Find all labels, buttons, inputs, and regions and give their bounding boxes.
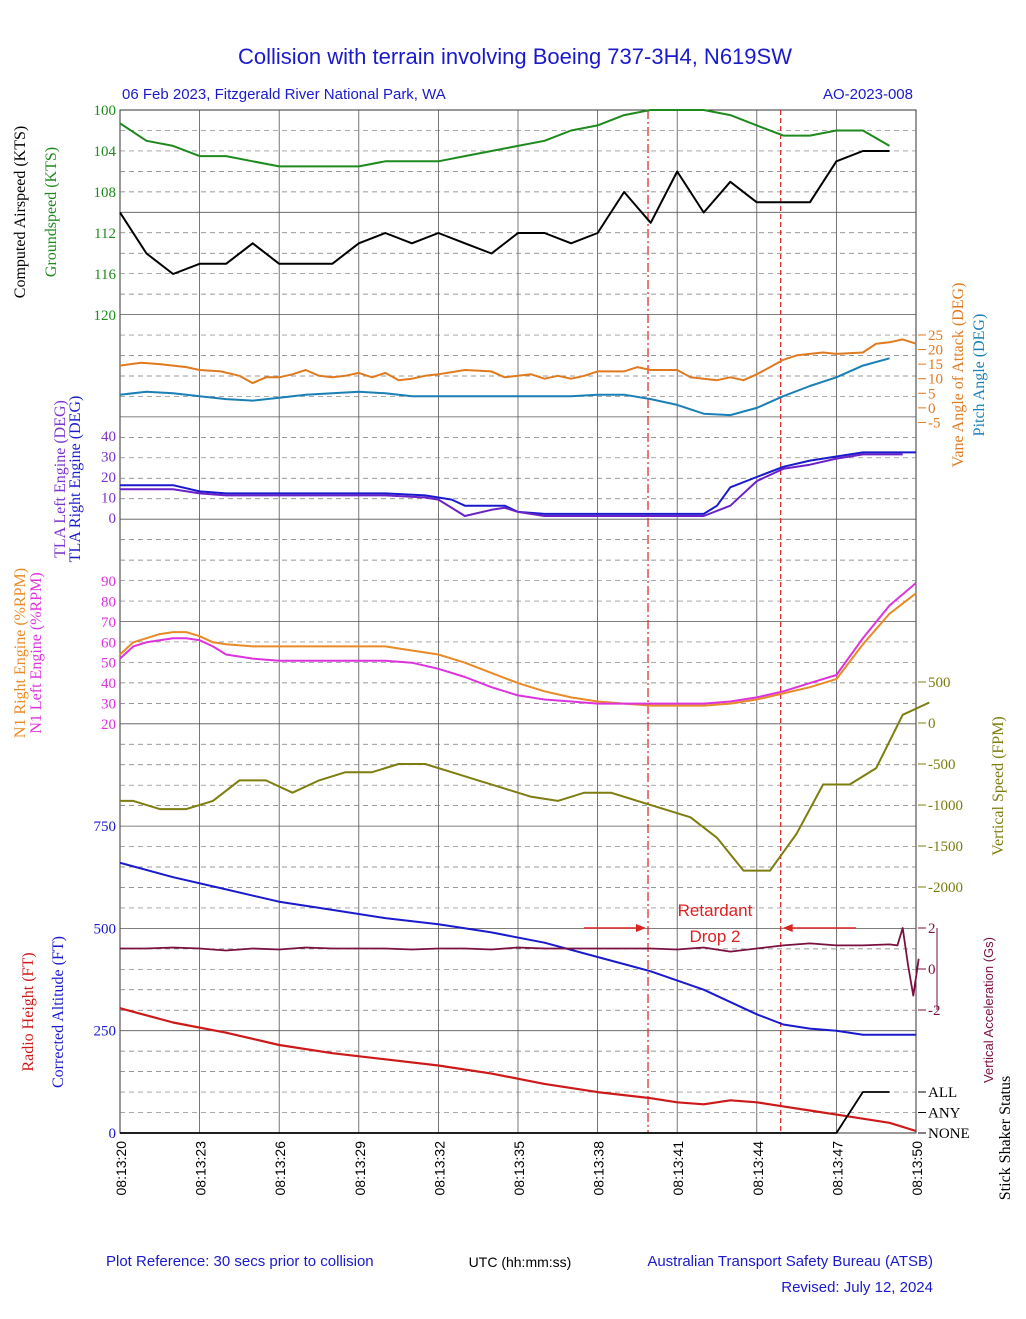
y-tick-label: ALL [928, 1085, 957, 1101]
y-tick-label: 80 [101, 594, 116, 610]
x-tick-label: 08:13:47 [829, 1141, 845, 1196]
axis-label-pitch-angle-deg: Pitch Angle (DEG) [971, 314, 988, 437]
report-id: AO-2023-008 [823, 86, 913, 103]
y-tick-label: 0 [109, 1126, 117, 1142]
y-tick-label: 750 [94, 819, 117, 835]
y-tick-label: 10 [101, 491, 116, 507]
y-tick-label: -500 [928, 757, 956, 773]
x-tick-label: 08:13:23 [193, 1141, 209, 1196]
series-tla-right-engine-deg [120, 451, 916, 515]
y-tick-label: 30 [101, 450, 116, 466]
axis-label-vertical-acceleration-gs: Vertical Acceleration (Gs) [981, 937, 996, 1083]
series-pitch-angle-deg [119, 357, 890, 417]
series-n1-right-engine-rpm [119, 592, 917, 707]
axis-label-n1-right-engine-rpm: N1 Right Engine (%RPM) [12, 568, 29, 738]
date-location: 06 Feb 2023, Fitzgerald River National P… [122, 86, 446, 103]
y-tick-label: 0 [928, 962, 936, 978]
y-tick-label: 90 [101, 574, 116, 590]
series-lines [119, 109, 930, 1134]
x-tick-label: 08:13:29 [352, 1141, 368, 1196]
y-tick-label: 20 [101, 717, 116, 733]
drop-arrowhead-left [782, 924, 793, 932]
y-tick-label: 20 [928, 343, 943, 359]
chart-title: Collision with terrain involving Boeing … [238, 44, 792, 69]
y-tick-label: 100 [94, 103, 117, 119]
annotation-label: Drop 2 [689, 927, 740, 946]
series-computed-airspeed-kts [119, 150, 890, 275]
revised-date: Revised: July 12, 2024 [781, 1279, 933, 1296]
axis-label-tla-right-engine-deg: TLA Right Engine (DEG) [67, 396, 84, 563]
y-tick-label: 0 [928, 401, 936, 417]
axis-label-stick-shaker-status: Stick Shaker Status [997, 1076, 1014, 1200]
x-tick-label: 08:13:38 [591, 1141, 607, 1196]
x-tick-label: 08:13:44 [750, 1141, 766, 1196]
y-tick-label: -5 [928, 415, 941, 431]
x-tick-label: 08:13:41 [670, 1141, 686, 1196]
axis-label-vertical-speed-fpm: Vertical Speed (FPM) [990, 716, 1007, 856]
axis-labels: Computed Airspeed (KTS) Groundspeed (KTS)… [12, 126, 1014, 1200]
y-tick-label: 40 [101, 676, 116, 692]
y-tick-label: 10 [928, 372, 943, 388]
y-tick-label: 250 [94, 1024, 117, 1040]
x-tick-label: 08:13:32 [431, 1141, 447, 1196]
series-corrected-altitude-ft [119, 861, 916, 1036]
y-tick-label: -1000 [928, 798, 963, 814]
y-tick-label: 108 [94, 185, 117, 201]
axis-label-groundspeed-kts: Groundspeed (KTS) [43, 147, 60, 277]
y-tick-label: NONE [928, 1126, 970, 1142]
plot-reference: Plot Reference: 30 secs prior to collisi… [106, 1253, 374, 1270]
retardant-drop-annotation: Retardant Drop 2 [584, 110, 856, 1133]
y-tick-label: 30 [101, 697, 116, 713]
series-vertical-acceleration-gs [120, 927, 920, 997]
series-radio-height-ft [119, 1007, 917, 1133]
series-vertical-speed-fpm [120, 701, 930, 872]
axis-label-computed-airspeed-kts: Computed Airspeed (KTS) [12, 126, 29, 298]
y-tick-label: ANY [928, 1106, 961, 1122]
y-tick-label: 50 [101, 656, 116, 672]
y-tick-label: 116 [94, 267, 116, 283]
series-n1-left-engine-rpm [119, 582, 917, 705]
series-vane-angle-of-attack-deg [119, 338, 917, 385]
y-tick-label: 0 [109, 511, 117, 527]
y-tick-label: 500 [928, 675, 951, 691]
y-tick-label: 104 [94, 144, 117, 160]
axis-label-radio-height-ft: Radio Height (FT) [20, 952, 37, 1071]
drop-arrowhead-right [636, 924, 647, 932]
y-tick-label: 25 [928, 328, 943, 344]
axis-label-corrected-altitude-ft: Corrected Altitude (FT) [50, 936, 67, 1088]
agency-name: Australian Transport Safety Bureau (ATSB… [647, 1253, 933, 1270]
y-tick-label: 120 [94, 308, 117, 324]
axis-label-tla-left-engine-deg: TLA Left Engine (DEG) [52, 400, 69, 558]
x-axis-label: UTC (hh:mm:ss) [469, 1254, 572, 1270]
x-tick-label: 08:13:20 [113, 1141, 129, 1196]
x-tick-label: 08:13:35 [511, 1141, 527, 1196]
axis-label-n1-left-engine-rpm: N1 Left Engine (%RPM) [28, 572, 45, 733]
y-tick-label: -2 [928, 1003, 941, 1019]
y-tick-label: 60 [101, 635, 116, 651]
y-tick-label: 5 [928, 386, 936, 402]
axis-ticks: 100104108112116120-505101520250102030402… [94, 103, 970, 1196]
y-tick-label: 500 [94, 921, 117, 937]
y-tick-label: 70 [101, 615, 116, 631]
y-tick-label: 20 [101, 470, 116, 486]
y-tick-label: -1500 [928, 839, 963, 855]
series-groundspeed-kts [119, 109, 891, 168]
axis-label-vane-angle-of-attack-deg: Vane Angle of Attack (DEG) [950, 283, 967, 468]
y-tick-label: 15 [928, 357, 943, 373]
x-tick-label: 08:13:50 [909, 1141, 925, 1196]
y-tick-label: 40 [101, 429, 116, 445]
series-tla-left-engine-deg [120, 453, 903, 517]
y-tick-label: -2000 [928, 880, 963, 896]
y-tick-label: 2 [928, 921, 936, 937]
annotation-label: Retardant [678, 901, 753, 920]
grid [119, 109, 917, 1134]
y-tick-label: 112 [94, 226, 116, 242]
series-stick-shaker-status [120, 1091, 890, 1134]
x-tick-label: 08:13:26 [272, 1141, 288, 1196]
y-tick-label: 0 [928, 716, 936, 732]
